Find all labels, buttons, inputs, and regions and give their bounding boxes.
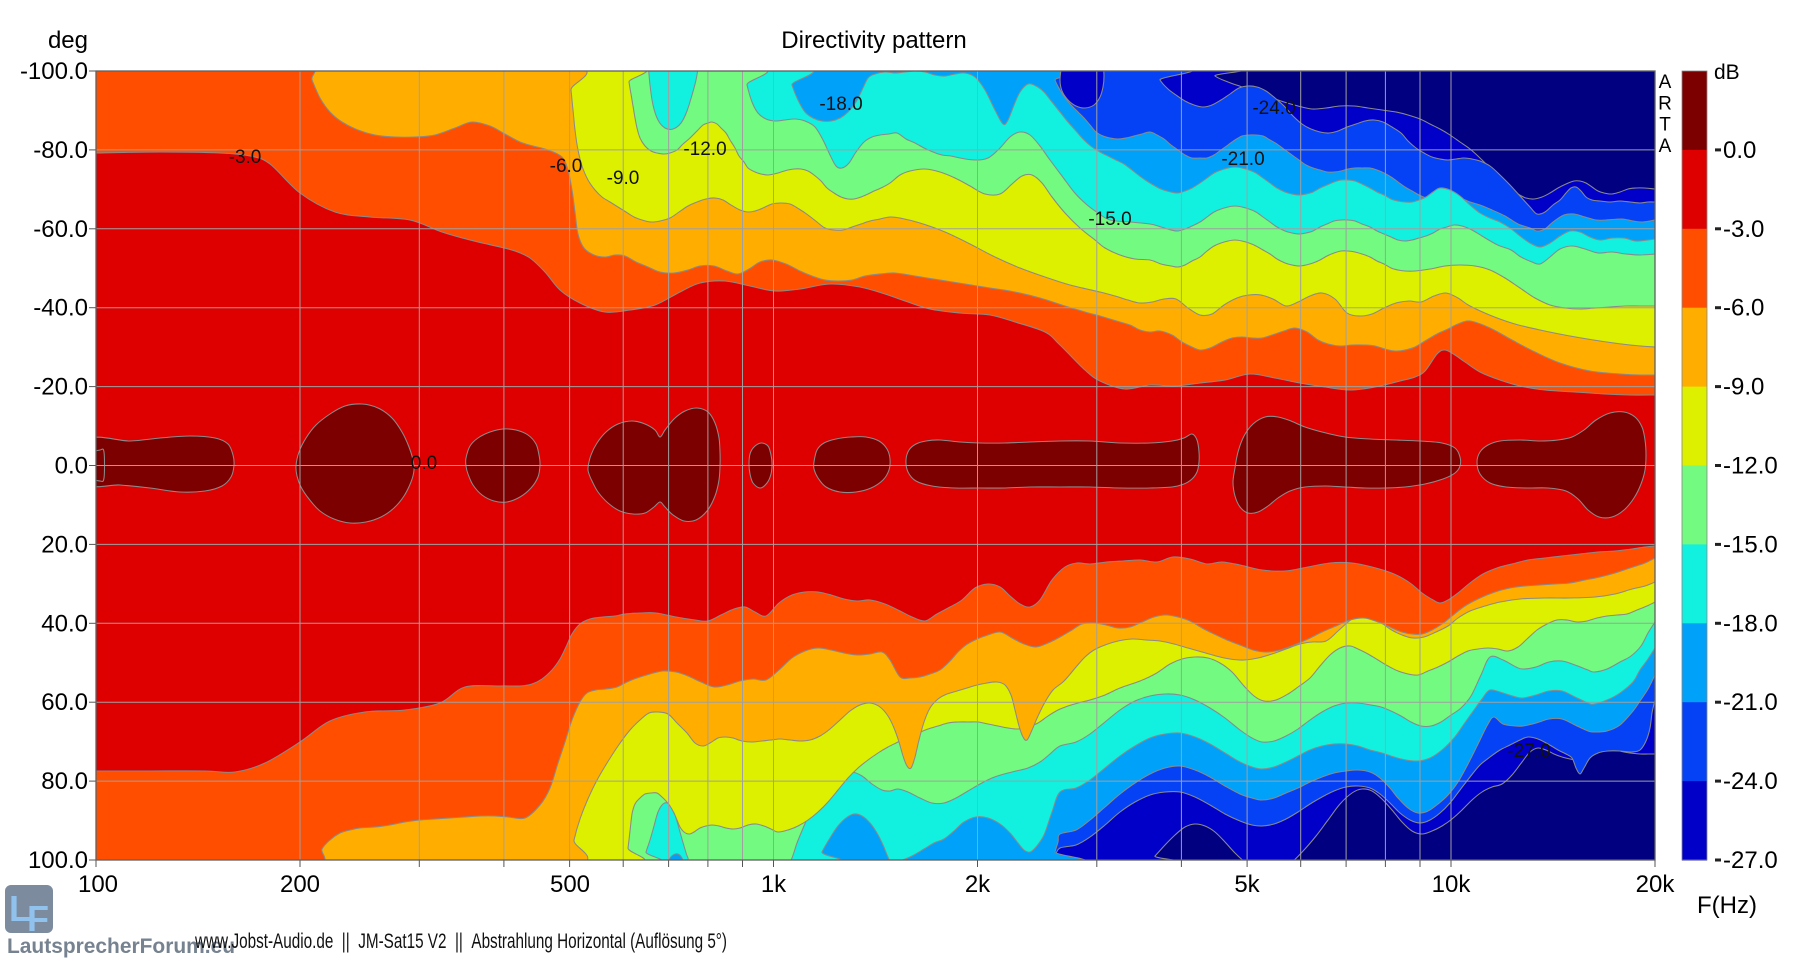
svg-text:80.0: 80.0 <box>41 768 88 795</box>
svg-text:-27.0: -27.0 <box>1507 741 1550 762</box>
svg-text:L: L <box>9 888 31 929</box>
svg-text:0.0: 0.0 <box>411 453 437 474</box>
svg-text:200: 200 <box>280 871 320 898</box>
svg-text:-12.0: -12.0 <box>1723 453 1778 480</box>
svg-text:0.0: 0.0 <box>55 453 88 480</box>
svg-text:-27.0: -27.0 <box>1723 847 1778 874</box>
svg-text:-15.0: -15.0 <box>1723 531 1778 558</box>
svg-text:-24.0: -24.0 <box>1252 98 1295 119</box>
svg-text:500: 500 <box>550 871 590 898</box>
svg-text:10k: 10k <box>1432 871 1472 898</box>
svg-text:F: F <box>27 898 49 939</box>
svg-text:-80.0: -80.0 <box>33 137 88 164</box>
svg-text:F(Hz): F(Hz) <box>1697 892 1757 919</box>
svg-text:2k: 2k <box>965 871 991 898</box>
svg-text:A: A <box>1659 72 1672 93</box>
svg-text:-100.0: -100.0 <box>20 58 88 85</box>
svg-text:-20.0: -20.0 <box>33 374 88 401</box>
svg-text:-21.0: -21.0 <box>1221 149 1264 170</box>
svg-text:-3.0: -3.0 <box>1723 216 1764 243</box>
svg-text:-9.0: -9.0 <box>1723 374 1764 401</box>
svg-text:0.0: 0.0 <box>1723 137 1756 164</box>
svg-text:-21.0: -21.0 <box>1723 689 1778 716</box>
svg-text:-60.0: -60.0 <box>33 216 88 243</box>
svg-text:-3.0: -3.0 <box>229 147 262 168</box>
svg-text:-18.0: -18.0 <box>1723 610 1778 637</box>
svg-text:60.0: 60.0 <box>41 689 88 716</box>
svg-text:A: A <box>1659 136 1672 157</box>
svg-text:T: T <box>1659 115 1671 136</box>
svg-text:LautsprecherForum.eu: LautsprecherForum.eu <box>7 935 235 958</box>
svg-text:-18.0: -18.0 <box>819 94 862 115</box>
svg-text:deg: deg <box>48 27 88 54</box>
svg-text:-9.0: -9.0 <box>607 168 640 189</box>
svg-text:40.0: 40.0 <box>41 610 88 637</box>
svg-text:-6.0: -6.0 <box>1723 295 1764 322</box>
svg-text:20k: 20k <box>1636 871 1676 898</box>
svg-text:dB: dB <box>1714 61 1740 84</box>
svg-text:Directivity pattern: Directivity pattern <box>781 27 966 54</box>
svg-text:100.0: 100.0 <box>28 847 88 874</box>
svg-text:5k: 5k <box>1234 871 1260 898</box>
svg-text:-12.0: -12.0 <box>683 139 726 160</box>
svg-text:100: 100 <box>78 871 118 898</box>
svg-text:1k: 1k <box>761 871 787 898</box>
svg-text:-15.0: -15.0 <box>1088 209 1131 230</box>
svg-text:-40.0: -40.0 <box>33 295 88 322</box>
svg-text:-24.0: -24.0 <box>1723 768 1778 795</box>
svg-text:-6.0: -6.0 <box>550 156 583 177</box>
svg-text:R: R <box>1658 93 1672 114</box>
svg-text:20.0: 20.0 <box>41 531 88 558</box>
svg-text:www.Jobst-Audio.de || JM-Sat: www.Jobst-Audio.de || JM-Sat15 V2 || Abs… <box>194 930 727 953</box>
